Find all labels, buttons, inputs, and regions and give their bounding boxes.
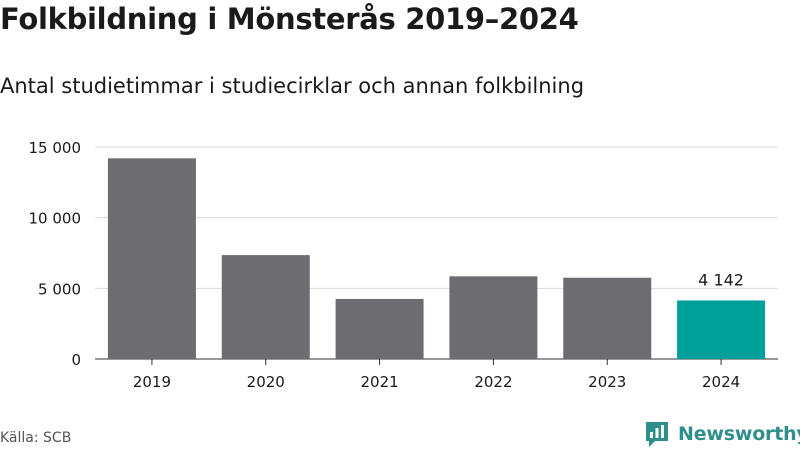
data-label: 4 142: [698, 270, 744, 289]
bar-2021: [335, 298, 424, 359]
x-tick-label: 2023: [588, 373, 626, 391]
brand-name: Newsworthy: [678, 423, 800, 445]
y-tick-label: 5 000: [38, 280, 81, 298]
x-tick-label: 2022: [474, 373, 512, 391]
bar-2019: [107, 158, 196, 359]
y-tick-label: 0: [71, 351, 81, 369]
newsworthy-logo-icon: [646, 422, 668, 447]
bar-2020: [221, 255, 310, 359]
x-tick-label: 2021: [360, 373, 398, 391]
x-tick-label: 2024: [702, 373, 740, 391]
x-tick-label: 2019: [133, 373, 171, 391]
bar-2023: [563, 277, 652, 359]
brand-logo: Newsworthy: [644, 420, 800, 448]
y-tick-label: 10 000: [29, 210, 82, 228]
source-note: Källa: SCB: [0, 430, 72, 446]
chart-subtitle: Antal studietimmar i studiecirklar och a…: [0, 74, 585, 98]
y-tick-label: 15 000: [29, 139, 82, 157]
bar-2024: [677, 300, 766, 359]
bar-2022: [449, 276, 538, 359]
chart-title: Folkbildning i Mönsterås 2019–2024: [0, 2, 579, 36]
x-tick-label: 2020: [247, 373, 285, 391]
